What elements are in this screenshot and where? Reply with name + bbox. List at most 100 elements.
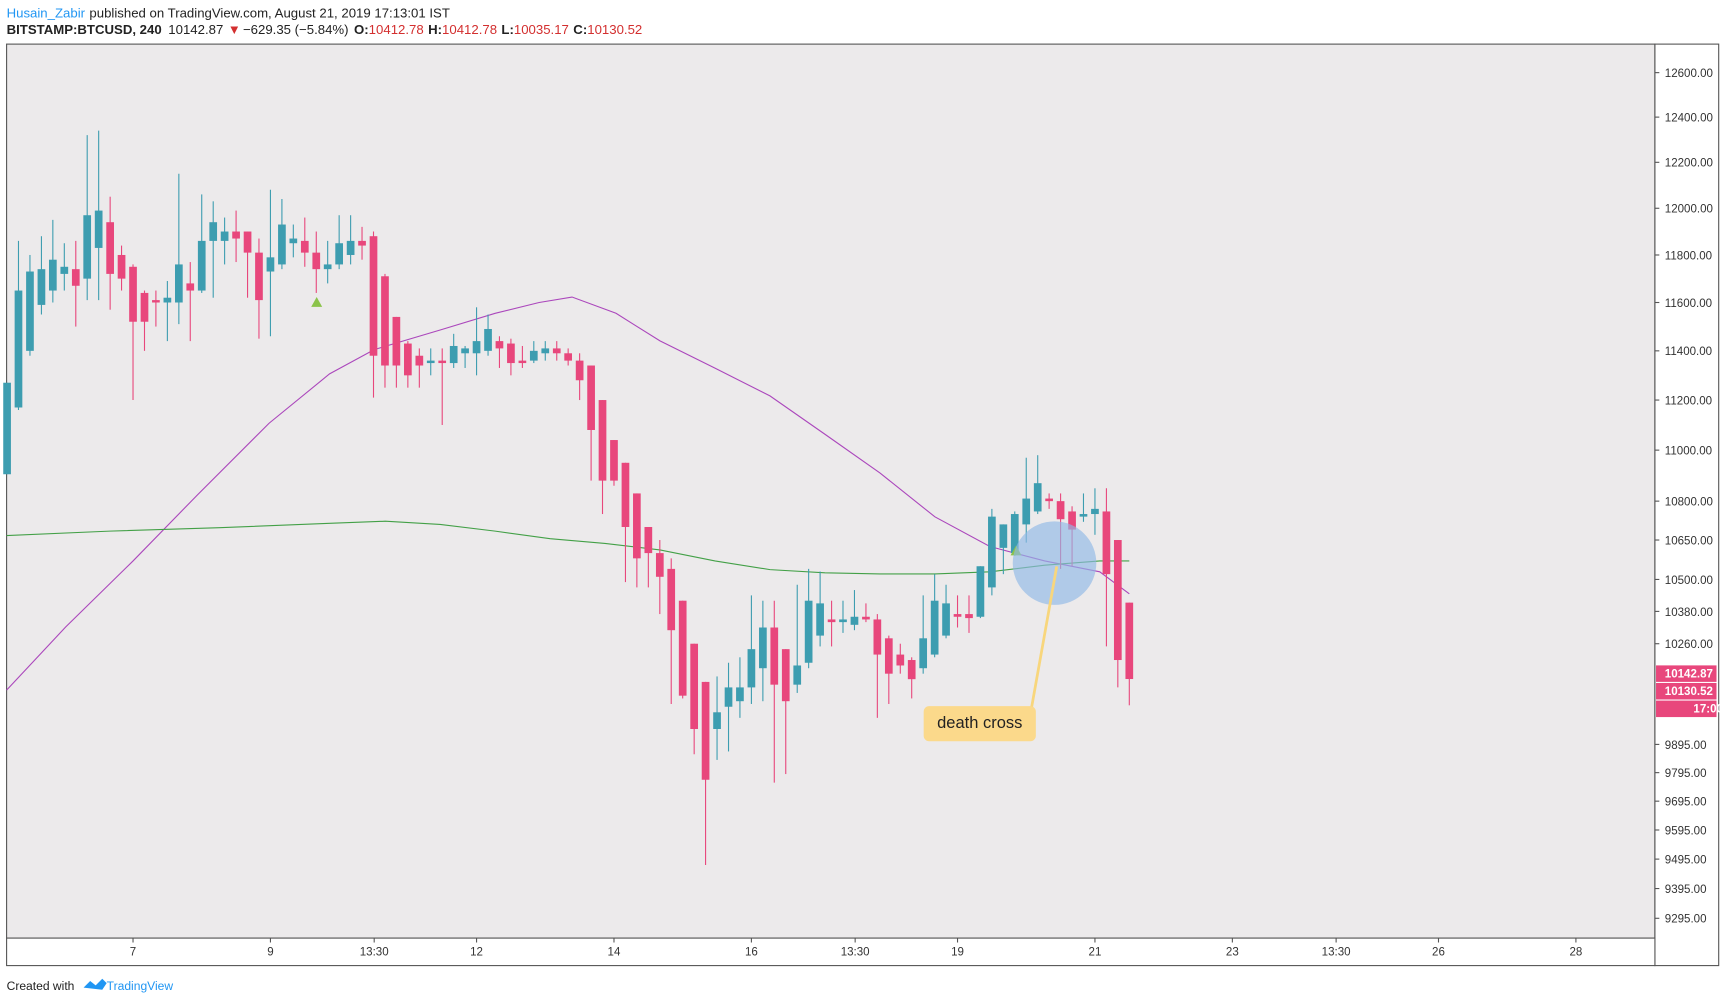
candle bbox=[14, 240, 23, 410]
y-tick-label: 9695.00 bbox=[1665, 797, 1707, 809]
y-tick-label: 10380.00 bbox=[1665, 607, 1713, 619]
change-arrow: ▼ bbox=[228, 22, 241, 37]
candle-body bbox=[884, 638, 893, 674]
candle-body bbox=[106, 222, 114, 274]
candle bbox=[862, 603, 870, 623]
candle bbox=[804, 568, 813, 669]
candle bbox=[598, 400, 607, 515]
y-tick-label: 11200.00 bbox=[1665, 395, 1712, 407]
candle bbox=[381, 273, 389, 388]
symbol: BITSTAMP:BTCUSD, 240 bbox=[7, 22, 162, 37]
candle-body bbox=[83, 215, 92, 279]
candle bbox=[965, 595, 973, 633]
candle-body bbox=[678, 600, 687, 696]
candle bbox=[404, 341, 412, 388]
moving-average bbox=[6, 296, 1130, 691]
candle-body bbox=[312, 252, 321, 270]
candle-body bbox=[907, 660, 916, 680]
candle-body bbox=[129, 266, 137, 322]
candle-body bbox=[919, 638, 928, 669]
candle-body bbox=[736, 687, 744, 702]
candle bbox=[94, 130, 103, 301]
x-tick-label: 16 bbox=[745, 947, 758, 959]
candle-body bbox=[255, 252, 263, 301]
candle-body bbox=[381, 276, 389, 366]
candle-body bbox=[655, 553, 664, 577]
candle-body bbox=[426, 360, 435, 364]
candle-body bbox=[472, 341, 481, 354]
candle-body bbox=[278, 224, 286, 265]
candle bbox=[369, 231, 378, 398]
candle bbox=[587, 365, 595, 481]
candle bbox=[701, 681, 710, 865]
candle-body bbox=[300, 240, 309, 253]
y-tick-label: 10800.00 bbox=[1665, 497, 1713, 509]
candle-body bbox=[1068, 511, 1076, 530]
candle bbox=[323, 240, 332, 284]
high-value: 10412.78 bbox=[442, 22, 497, 37]
candle-body bbox=[850, 616, 859, 625]
candle-body bbox=[862, 616, 870, 620]
candle-body bbox=[770, 627, 779, 685]
candle bbox=[953, 595, 962, 628]
candle bbox=[461, 345, 469, 368]
candle bbox=[1091, 488, 1099, 535]
candle bbox=[793, 584, 802, 693]
candle bbox=[175, 173, 183, 325]
candle bbox=[896, 643, 905, 674]
candle bbox=[999, 524, 1008, 575]
candle-body bbox=[243, 231, 252, 253]
candle-body bbox=[1010, 514, 1019, 554]
candle bbox=[71, 240, 80, 327]
candle-body bbox=[1045, 498, 1053, 502]
candle-body bbox=[552, 348, 561, 354]
candle bbox=[346, 215, 355, 265]
y-tick-label: 12200.00 bbox=[1665, 158, 1713, 170]
candle bbox=[26, 254, 34, 356]
candle-body bbox=[232, 231, 240, 239]
candle-body bbox=[1091, 508, 1099, 515]
candle bbox=[278, 199, 286, 270]
candle-body bbox=[781, 649, 790, 702]
candle bbox=[678, 600, 687, 699]
candle-body bbox=[94, 210, 103, 248]
candle-body bbox=[438, 360, 447, 364]
candle bbox=[83, 135, 92, 301]
candle-body bbox=[529, 350, 538, 361]
x-tick-label: 23 bbox=[1226, 947, 1239, 959]
candle bbox=[713, 676, 721, 760]
candle bbox=[220, 217, 229, 265]
candle-body bbox=[1079, 514, 1088, 517]
candle-body bbox=[358, 240, 366, 246]
candle-body bbox=[965, 614, 973, 619]
candle-body bbox=[1113, 540, 1122, 661]
candle bbox=[48, 219, 57, 303]
x-tick-label: 19 bbox=[951, 947, 964, 959]
candle bbox=[759, 600, 767, 702]
x-tick-label: 26 bbox=[1432, 947, 1445, 959]
x-tick-label: 13:30 bbox=[841, 947, 870, 959]
candle bbox=[919, 595, 928, 674]
candle-body bbox=[449, 345, 458, 364]
callout-box bbox=[923, 706, 1036, 742]
x-tick-label: 7 bbox=[130, 947, 136, 959]
annotation: death cross bbox=[937, 714, 1022, 732]
candle bbox=[106, 196, 114, 310]
footer-brand[interactable]: TradingView bbox=[107, 979, 174, 993]
candle-body bbox=[71, 269, 80, 286]
candle bbox=[621, 462, 630, 583]
last-price-box bbox=[1656, 665, 1717, 682]
candle bbox=[747, 595, 756, 704]
published: published on TradingView.com, August 21,… bbox=[89, 6, 449, 21]
candle bbox=[197, 194, 206, 293]
candle-body bbox=[1102, 511, 1111, 575]
candle bbox=[415, 348, 424, 388]
candle-body bbox=[598, 400, 607, 481]
candle bbox=[335, 215, 343, 270]
open-value: 10412.78 bbox=[369, 22, 424, 37]
y-tick-label: 9395.00 bbox=[1665, 884, 1707, 896]
y-tick-label: 12400.00 bbox=[1665, 113, 1713, 125]
candle-body bbox=[667, 568, 676, 631]
countdown: 17:00 bbox=[1693, 704, 1722, 716]
candle-body bbox=[942, 603, 950, 636]
